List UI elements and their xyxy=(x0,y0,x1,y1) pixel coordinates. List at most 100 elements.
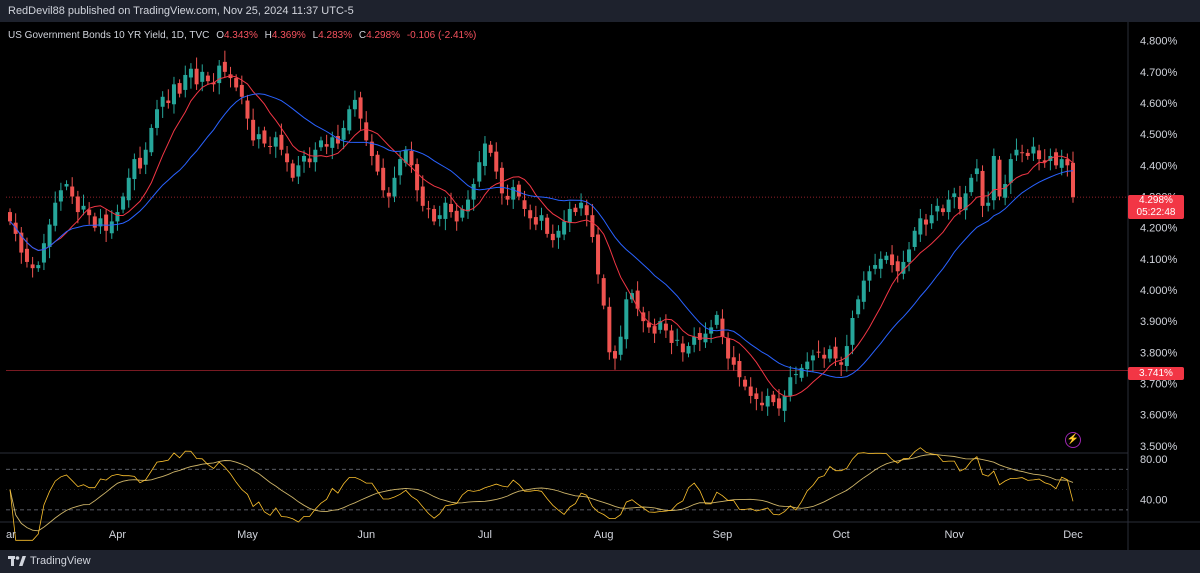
candle-body xyxy=(273,137,278,147)
candle-body xyxy=(827,349,832,359)
candle-body xyxy=(946,199,951,213)
candle-body xyxy=(929,215,934,224)
tradingview-logo: TradingView xyxy=(8,555,91,567)
candle-body xyxy=(53,202,58,226)
candle-body xyxy=(1031,146,1036,154)
candle-body xyxy=(697,332,702,340)
chart-frame[interactable] xyxy=(0,22,1200,550)
candle-body xyxy=(256,134,261,140)
candle-body xyxy=(584,205,589,216)
candle-body xyxy=(573,207,578,213)
candle-body xyxy=(166,100,171,104)
candle-body xyxy=(974,168,979,175)
x-tick-label: Dec xyxy=(1063,529,1083,541)
candle-body xyxy=(98,218,103,227)
candle-body xyxy=(437,215,442,219)
rsi-tick-label: 80.00 xyxy=(1140,454,1168,466)
candle-body xyxy=(765,395,770,407)
candle-body xyxy=(58,190,63,202)
candle-body xyxy=(890,254,895,266)
candle-body xyxy=(991,155,996,201)
candle-body xyxy=(618,336,623,355)
candle-body xyxy=(499,167,504,194)
lightning-icon[interactable]: ⚡ xyxy=(1065,432,1081,448)
candle-body xyxy=(302,155,307,162)
candle-body xyxy=(1003,184,1008,198)
open-value: 4.343% xyxy=(223,30,258,41)
candle-body xyxy=(341,127,346,140)
candle-body xyxy=(692,336,697,345)
candle-body xyxy=(782,395,787,411)
ma-slow-line xyxy=(9,93,1074,379)
candle-body xyxy=(471,184,476,200)
rsi-signal-line xyxy=(9,454,1074,532)
candle-body xyxy=(335,136,340,144)
candle-body xyxy=(771,394,776,403)
y-tick-label: 4.200% xyxy=(1140,223,1178,235)
candle-body xyxy=(188,68,193,78)
candle-body xyxy=(488,144,493,153)
candle-body xyxy=(878,258,883,269)
change-value: -0.106 (-2.41%) xyxy=(406,30,477,41)
candle-body xyxy=(81,205,86,210)
candle-body xyxy=(579,202,584,209)
candle-body xyxy=(1042,160,1047,163)
candle-body xyxy=(986,202,991,206)
y-tick-label: 4.400% xyxy=(1140,160,1178,172)
candle-body xyxy=(217,65,222,84)
x-tick-label: Jun xyxy=(357,529,375,541)
candle-body xyxy=(788,377,793,396)
attribution-bar: RedDevil88 published on TradingView.com,… xyxy=(0,0,1200,22)
candle-body xyxy=(776,398,781,409)
candle-body xyxy=(861,280,866,302)
candle-body xyxy=(239,84,244,97)
candle-body xyxy=(324,144,329,147)
candle-body xyxy=(104,214,109,231)
candle-body xyxy=(92,216,97,228)
candle-body xyxy=(494,151,499,172)
rsi-line xyxy=(9,447,1074,541)
candle-body xyxy=(398,159,403,176)
candle-body xyxy=(369,141,374,156)
countdown-value: 05:22:48 xyxy=(1136,207,1176,218)
candle-body xyxy=(562,221,567,235)
x-tick-label: May xyxy=(237,529,258,541)
candle-body xyxy=(726,337,731,359)
y-tick-label: 4.000% xyxy=(1140,285,1178,297)
candle-body xyxy=(550,233,555,241)
low-label: L xyxy=(312,30,319,41)
candle-body xyxy=(477,162,482,182)
chart-canvas[interactable]: 4.800%4.700%4.600%4.500%4.400%4.300%4.20… xyxy=(0,22,1200,550)
candle-body xyxy=(963,193,968,211)
candle-body xyxy=(1054,152,1059,166)
y-tick-label: 3.800% xyxy=(1140,347,1178,359)
x-tick-label: Oct xyxy=(833,529,850,541)
candle-body xyxy=(935,205,940,212)
candle-body xyxy=(867,271,872,281)
candle-body xyxy=(1020,152,1025,154)
candle-body xyxy=(635,290,640,309)
rsi-tick-label: 40.00 xyxy=(1140,495,1168,507)
last-price-value: 4.298% xyxy=(1139,195,1173,206)
candle-body xyxy=(290,163,295,178)
candle-body xyxy=(533,217,538,225)
candle-body xyxy=(1025,152,1030,156)
x-tick-label: ar xyxy=(6,529,16,541)
candle-body xyxy=(330,137,335,148)
candle-body xyxy=(449,203,454,213)
candle-body xyxy=(607,306,612,353)
candle-body xyxy=(918,218,923,235)
y-tick-label: 3.500% xyxy=(1140,441,1178,453)
candle-body xyxy=(415,164,420,191)
y-tick-label: 4.700% xyxy=(1140,67,1178,79)
candle-body xyxy=(652,326,657,334)
candle-body xyxy=(940,208,945,213)
last-price-badge: 4.298% 05:22:48 xyxy=(1128,195,1184,219)
candle-body xyxy=(41,243,46,263)
candle-body xyxy=(222,61,227,72)
symbol-legend: US Government Bonds 10 YR Yield, 1D, TVC… xyxy=(8,30,476,41)
candle-body xyxy=(465,199,470,212)
candle-body xyxy=(381,167,386,191)
candle-body xyxy=(126,177,131,201)
candle-body xyxy=(850,318,855,345)
